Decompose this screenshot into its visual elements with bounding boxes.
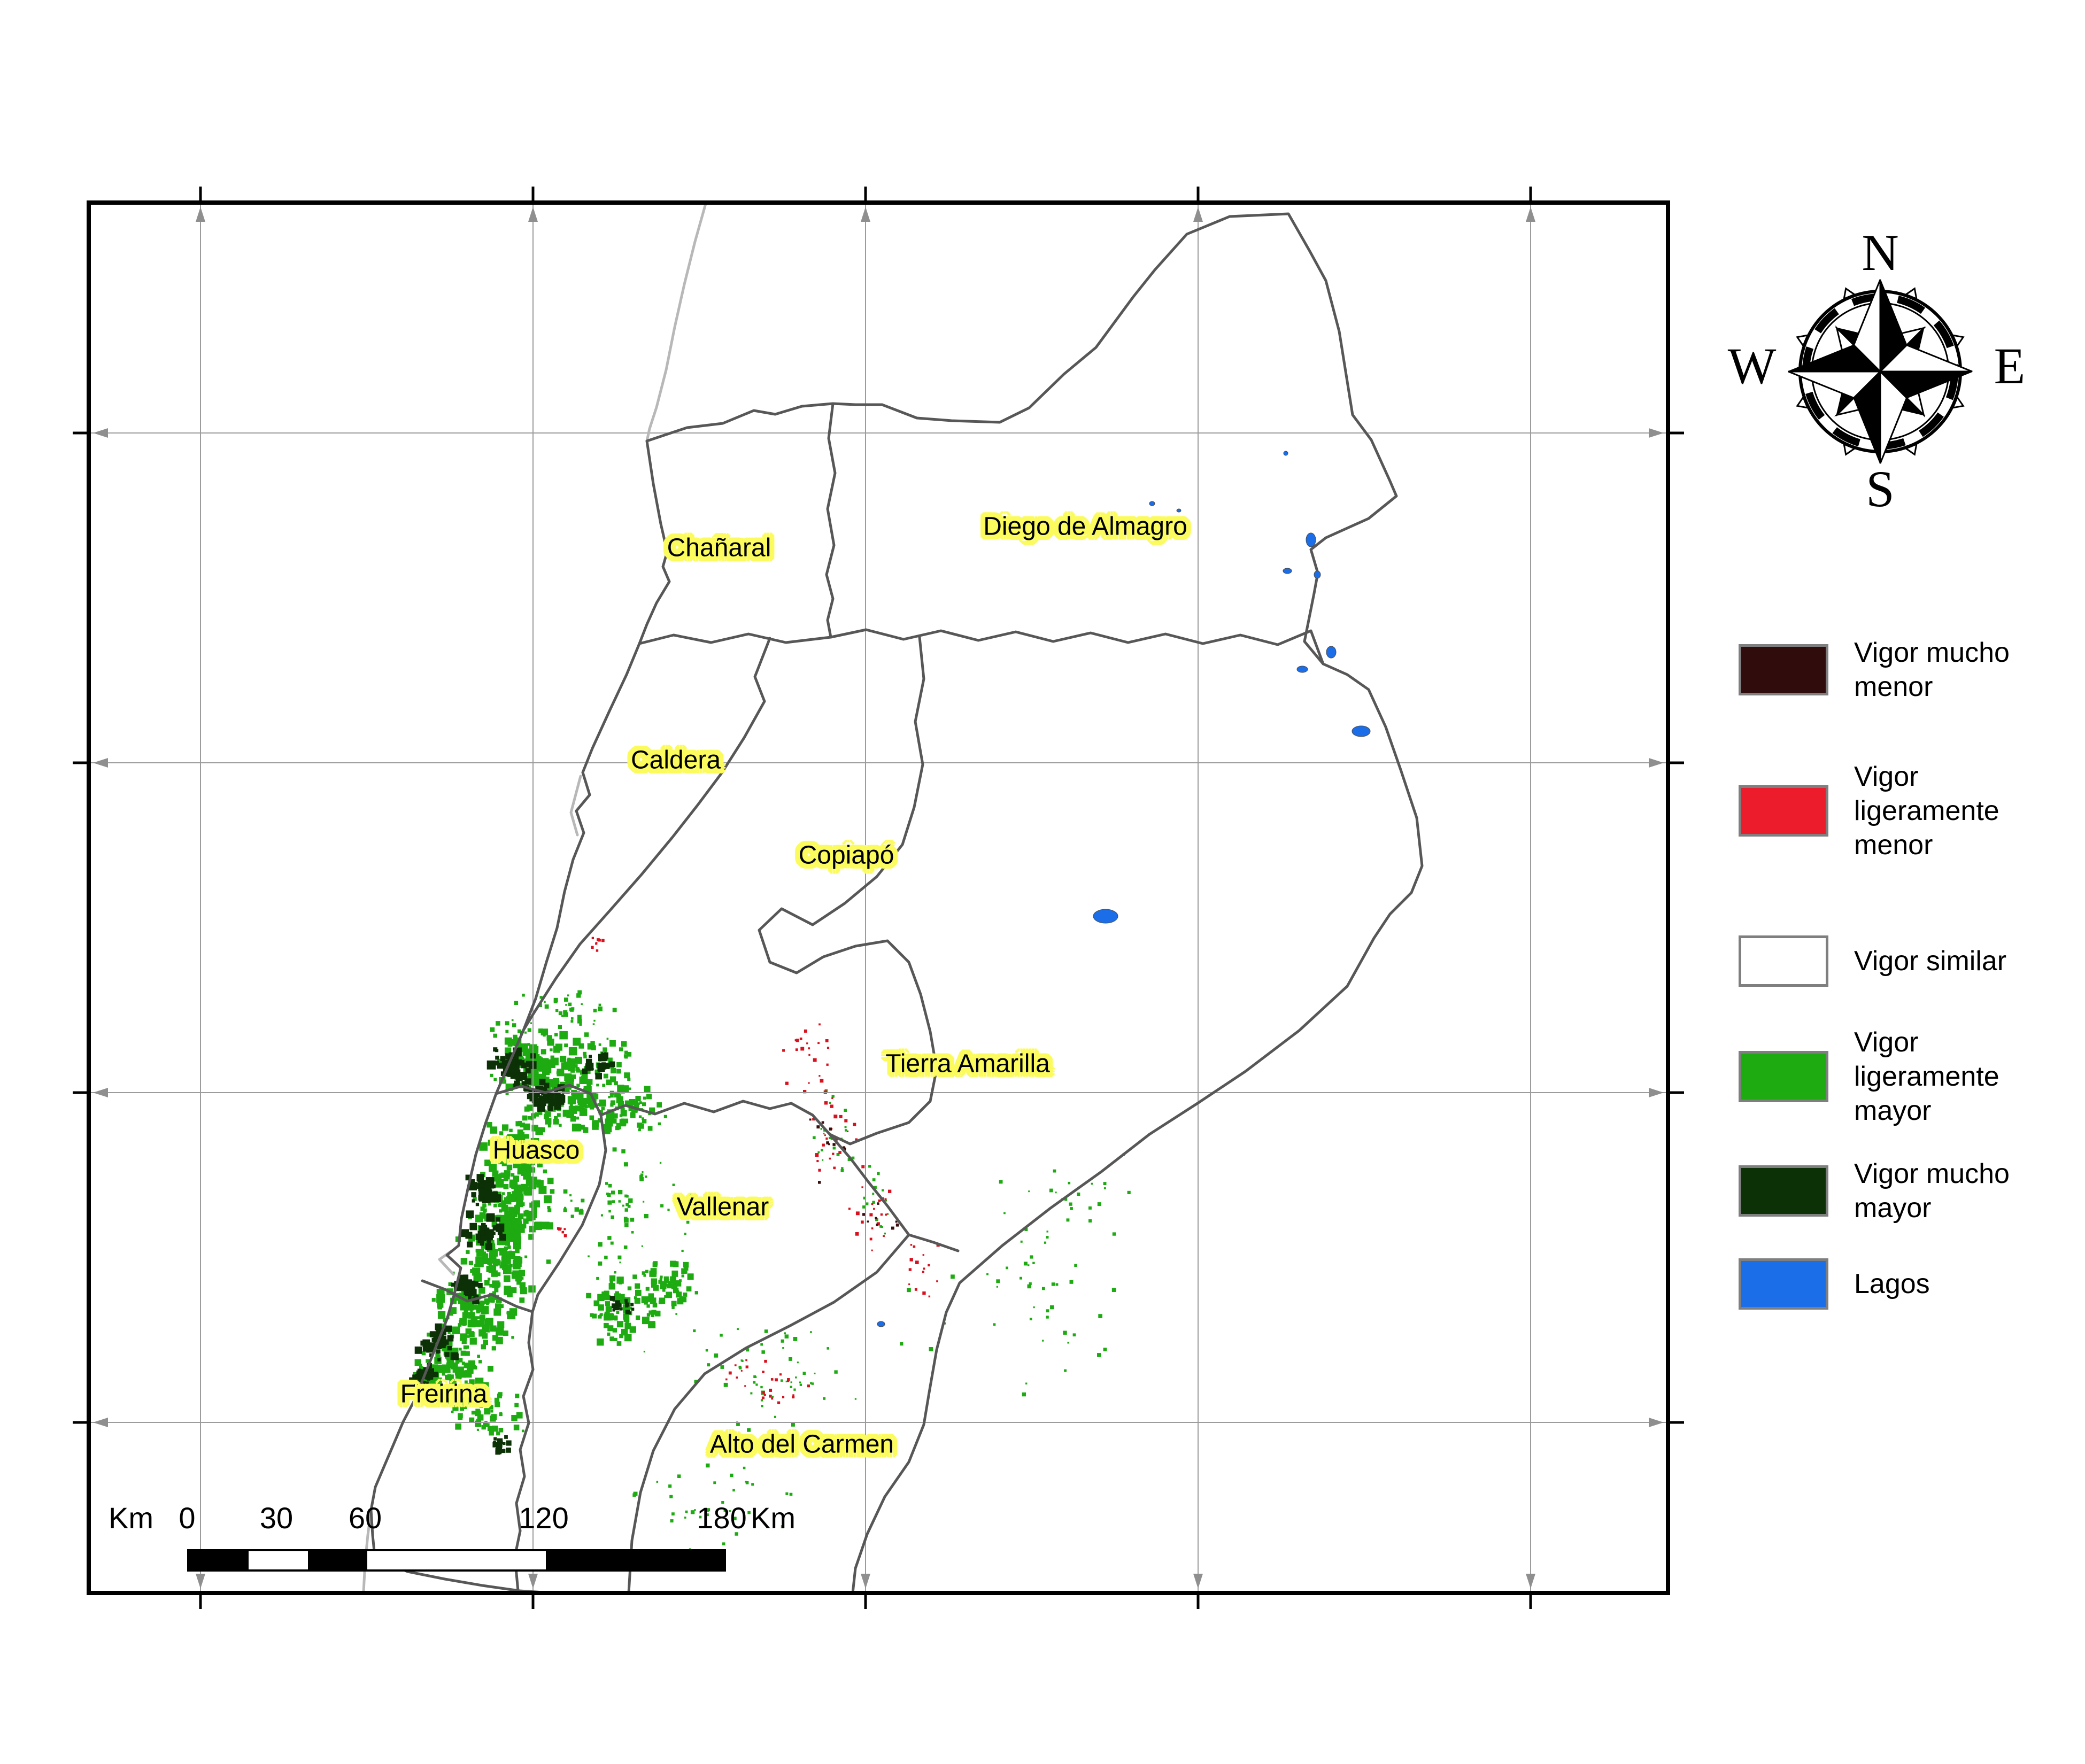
lake — [1283, 568, 1292, 574]
compass-letter-e: E — [1994, 337, 2026, 394]
compass-letter-n: N — [1862, 224, 1898, 281]
scale-bar-graphic — [187, 1549, 726, 1572]
grid-arrow-icon — [861, 1574, 870, 1589]
place-label-caldera: Caldera — [630, 746, 721, 775]
grid-arrow-icon — [1649, 758, 1664, 768]
place-label-vallenar: Vallenar — [676, 1193, 769, 1221]
scale-bar-label-0: Km — [109, 1501, 153, 1535]
ndvi-raster-speckles — [405, 937, 1131, 1551]
scale-bar-segment-2 — [308, 1551, 367, 1569]
legend-label-0: Vigor mucho menor — [1854, 637, 2010, 702]
compass-letter-s: S — [1866, 460, 1894, 517]
grid-arrow-icon — [1649, 428, 1664, 438]
legend-swatch-1 — [1739, 785, 1828, 837]
compass-letter-w: W — [1728, 337, 1777, 394]
frame-ticks — [73, 187, 1684, 1609]
scale-bar-label-1: 0 — [179, 1501, 196, 1535]
lake — [1149, 501, 1155, 506]
grid-arrow-icon — [1526, 1574, 1535, 1589]
scale-bar-label-5: 180 — [697, 1501, 747, 1535]
compass-rose-icon: N E S W — [1728, 224, 2026, 517]
grid-arrow-icon — [93, 428, 108, 438]
graticule — [89, 203, 1668, 1593]
lake — [1352, 725, 1371, 737]
grid-arrow-icon — [528, 1574, 538, 1589]
grid-arrow-icon — [93, 1088, 108, 1097]
place-label-diego-de-almagro: Diego de Almagro — [983, 512, 1187, 541]
legend-label-5: Lagos — [1854, 1268, 1930, 1299]
place-label-alto-del-carmen: Alto del Carmen — [709, 1430, 894, 1459]
legend-swatch-4 — [1739, 1165, 1828, 1217]
lake — [1306, 532, 1316, 547]
place-label-copiap-: Copiapó — [798, 841, 894, 870]
grid-arrow-icon — [861, 207, 870, 222]
place-label-tierra-amarilla: Tierra Amarilla — [885, 1049, 1050, 1078]
map-frame — [87, 200, 1670, 1595]
lake — [1093, 909, 1118, 924]
legend-swatch-0 — [1739, 644, 1828, 695]
lake — [1326, 646, 1337, 659]
grid-arrow-icon — [1193, 1574, 1203, 1589]
lake — [1283, 451, 1288, 456]
scale-bar-segment-3 — [367, 1551, 546, 1569]
grid-arrow-icon — [196, 1574, 205, 1589]
legend-swatch-2 — [1739, 935, 1828, 987]
lake — [877, 1321, 885, 1327]
scale-bar-segment-4 — [546, 1551, 724, 1569]
lake — [1176, 508, 1182, 513]
place-label-freirina: Freirina — [400, 1380, 488, 1409]
legend-swatch-3 — [1739, 1051, 1828, 1102]
grid-arrow-icon — [1649, 1418, 1664, 1427]
lakes-layer — [877, 451, 1371, 1327]
place-label-cha-aral: Chañaral — [667, 533, 771, 562]
scale-bar-segment-1 — [249, 1551, 308, 1569]
coastline-light — [362, 202, 707, 1593]
scale-bar-label-2: 30 — [259, 1501, 294, 1535]
scale-bar-label-3: 60 — [348, 1501, 382, 1535]
legend-label-3: Vigor ligeramente mayor — [1854, 1027, 1999, 1126]
legend-label-4: Vigor mucho mayor — [1854, 1158, 2010, 1224]
grid-arrow-icon — [1526, 207, 1535, 222]
lake — [1296, 666, 1308, 673]
legend-swatch-5 — [1739, 1258, 1828, 1310]
place-label-huasco: Huasco — [492, 1136, 580, 1165]
scale-bar-label-6: Km — [751, 1501, 796, 1535]
grid-arrow-icon — [1193, 207, 1203, 222]
grid-arrow-icon — [93, 1418, 108, 1427]
grid-arrow-icon — [528, 207, 538, 222]
legend-label-2: Vigor similar — [1854, 946, 2007, 977]
grid-arrow-icon — [93, 758, 108, 768]
grid-arrow-icon — [196, 207, 205, 222]
legend-label-1: Vigor ligeramente menor — [1854, 761, 1999, 861]
lake — [1314, 570, 1321, 579]
scale-bar-segment-0 — [189, 1551, 249, 1569]
scale-bar-label-4: 120 — [519, 1501, 569, 1535]
grid-arrow-icon — [1649, 1088, 1664, 1097]
